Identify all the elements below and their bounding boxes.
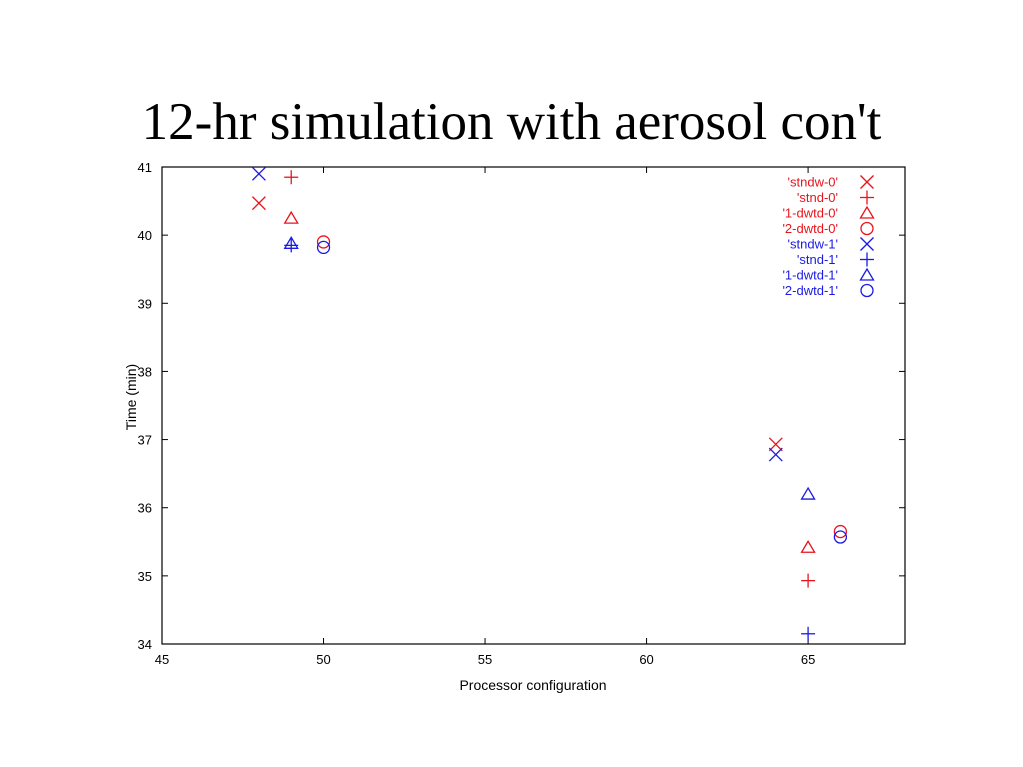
legend-label: '2-dwtd-1' bbox=[782, 283, 838, 298]
x-tick-label: 60 bbox=[639, 652, 653, 667]
legend-label: 'stndw-0' bbox=[788, 175, 838, 190]
data-point-circle-3 bbox=[316, 235, 331, 249]
y-axis-title: Time (min) bbox=[123, 364, 139, 430]
legend-marker-triangle bbox=[859, 267, 875, 281]
legend-label: 'stnd-1' bbox=[797, 252, 838, 267]
y-tick-label: 35 bbox=[138, 569, 152, 584]
data-point-circle-7 bbox=[316, 240, 331, 255]
data-point-x-0 bbox=[251, 196, 266, 211]
y-tick-label: 40 bbox=[138, 228, 152, 243]
legend-label: '1-dwtd-0' bbox=[782, 206, 838, 221]
data-point-x-4 bbox=[251, 166, 266, 181]
legend-marker-circle bbox=[860, 221, 874, 236]
legend-label: '2-dwtd-0' bbox=[782, 221, 838, 236]
legend-marker-circle bbox=[860, 283, 874, 298]
data-point-x-4 bbox=[768, 447, 783, 462]
data-point-triangle-2 bbox=[283, 210, 299, 224]
x-axis-title: Processor configuration bbox=[459, 677, 606, 693]
plot-frame bbox=[161, 166, 906, 645]
legend-label: 'stnd-0' bbox=[797, 190, 838, 205]
legend-marker-plus bbox=[860, 252, 874, 267]
data-point-x-0 bbox=[768, 437, 783, 452]
data-point-circle-7 bbox=[833, 530, 848, 544]
legend-marker-x bbox=[860, 175, 874, 189]
x-tick-label: 65 bbox=[801, 652, 815, 667]
y-tick-label: 37 bbox=[138, 433, 152, 448]
y-tick-label: 39 bbox=[138, 296, 152, 311]
legend-marker-triangle bbox=[859, 205, 875, 219]
x-tick-label: 45 bbox=[155, 652, 169, 667]
data-point-triangle-6 bbox=[283, 236, 299, 249]
legend-marker-plus bbox=[860, 190, 874, 205]
data-point-triangle-2 bbox=[800, 539, 816, 553]
legend-label: '1-dwtd-1' bbox=[782, 268, 838, 283]
x-tick-label: 50 bbox=[316, 652, 330, 667]
y-tick-label: 38 bbox=[138, 364, 152, 379]
data-point-plus-1 bbox=[801, 573, 816, 588]
y-tick-label: 34 bbox=[138, 637, 152, 652]
x-tick-label: 55 bbox=[478, 652, 492, 667]
data-point-circle-3 bbox=[833, 524, 848, 539]
legend-label: 'stndw-1' bbox=[788, 237, 838, 252]
slide-title: 12-hr simulation with aerosol con't bbox=[141, 93, 882, 151]
data-point-plus-5 bbox=[801, 626, 816, 641]
legend-marker-x bbox=[860, 237, 874, 251]
data-point-triangle-6 bbox=[800, 486, 816, 500]
data-point-plus-1 bbox=[284, 170, 299, 185]
y-tick-label: 41 bbox=[138, 160, 152, 175]
y-tick-label: 36 bbox=[138, 501, 152, 516]
